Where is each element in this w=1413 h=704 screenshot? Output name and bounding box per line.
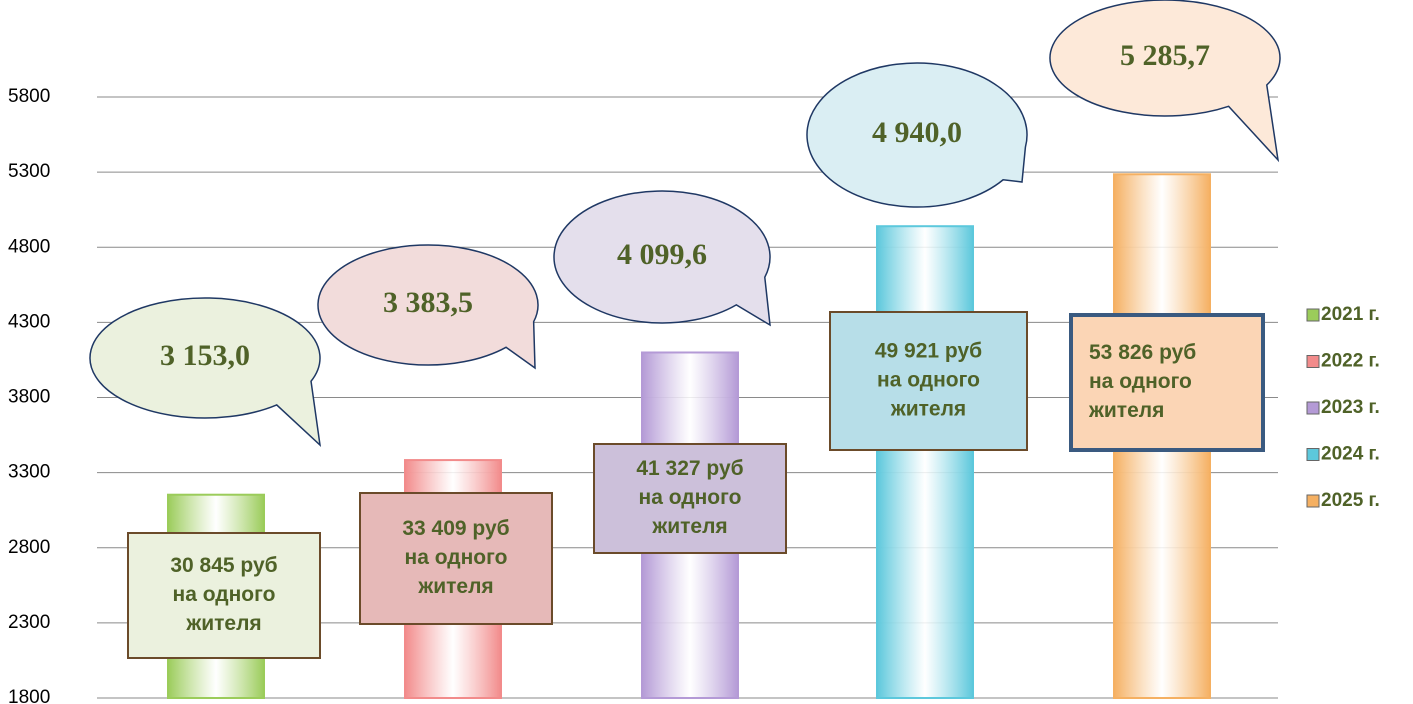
callout <box>89 297 322 447</box>
y-tick-label: 3800 <box>8 387 50 408</box>
y-tick-label: 4300 <box>8 311 50 332</box>
y-tick-label: 2800 <box>8 537 50 558</box>
value-label: 5 285,7 <box>1120 39 1210 72</box>
legend-label: 2023 г. <box>1321 397 1380 418</box>
y-tick-label: 5800 <box>8 86 50 107</box>
legend-label: 2022 г. <box>1321 351 1380 372</box>
note-box <box>593 443 787 554</box>
y-tick-label: 3300 <box>8 462 50 483</box>
bar <box>876 225 974 699</box>
note-box <box>1069 313 1265 452</box>
legend-swatch <box>1306 308 1320 322</box>
y-tick-label: 4800 <box>8 236 50 257</box>
legend-label: 2025 г. <box>1321 490 1380 511</box>
note-text: жителя <box>890 398 966 421</box>
note-box <box>829 311 1028 451</box>
callout <box>317 244 539 370</box>
legend-label: 2024 г. <box>1321 444 1380 465</box>
note-text: жителя <box>651 515 727 538</box>
note-text: жителя <box>417 575 493 598</box>
callout <box>806 62 1028 208</box>
value-label: 3 153,0 <box>160 339 250 372</box>
legend-swatch <box>1306 494 1320 508</box>
legend-swatch <box>1306 355 1320 368</box>
legend-swatch <box>1306 401 1320 415</box>
value-label: 4 940,0 <box>872 116 962 149</box>
note-box <box>127 532 321 659</box>
y-tick-label: 2300 <box>8 612 50 633</box>
note-text: на одного <box>639 486 742 509</box>
legend-swatch <box>1306 448 1320 461</box>
note-text: 53 826 руб <box>1089 341 1196 364</box>
note-text: жителя <box>1088 399 1164 422</box>
note-text: 30 845 руб <box>170 554 277 577</box>
callout <box>553 190 771 327</box>
note-text: 33 409 руб <box>402 517 509 540</box>
note-text: на одного <box>877 369 980 392</box>
value-label: 3 383,5 <box>383 286 473 319</box>
y-tick-label: 5300 <box>8 161 50 182</box>
note-text: на одного <box>405 546 508 569</box>
legend-label: 2021 г. <box>1321 304 1380 325</box>
value-label: 4 099,6 <box>617 238 707 271</box>
note-text: 49 921 руб <box>875 340 982 363</box>
y-tick-label: 1800 <box>8 687 50 704</box>
callout <box>1049 0 1281 163</box>
note-text: жителя <box>185 612 261 635</box>
note-text: 41 327 руб <box>636 457 743 480</box>
note-box <box>359 492 553 625</box>
note-text: на одного <box>1089 370 1192 393</box>
note-text: на одного <box>173 583 276 606</box>
